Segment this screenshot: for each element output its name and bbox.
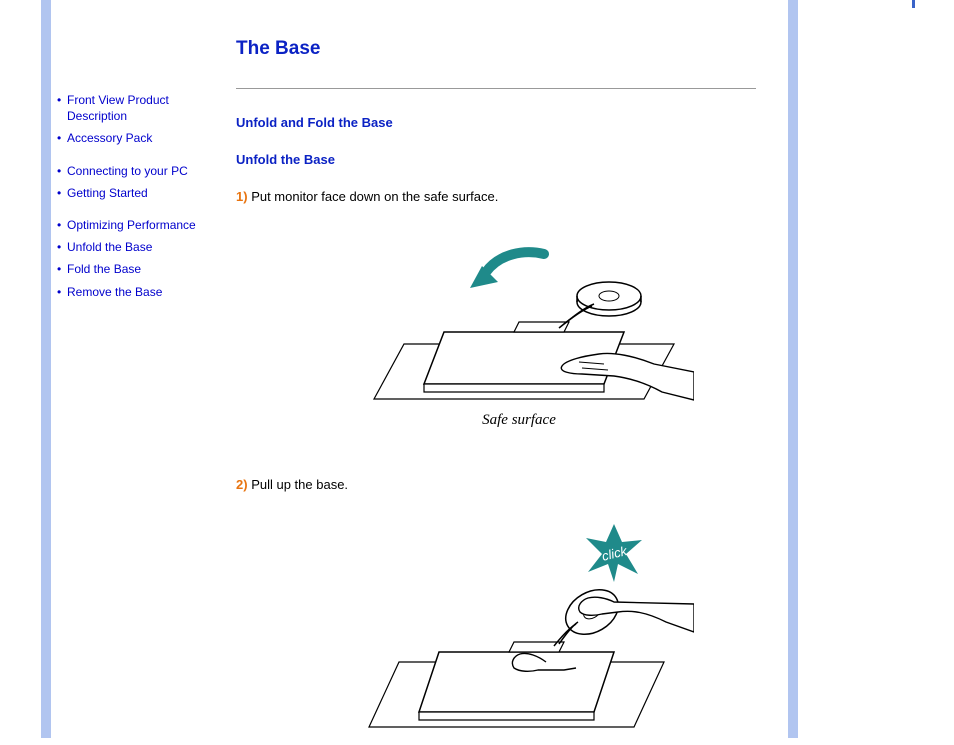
- step-2: 2) Pull up the base.: [236, 477, 771, 492]
- figure-1: Safe surface: [314, 224, 694, 437]
- bullet-icon: •: [55, 261, 67, 277]
- step-text: Put monitor face down on the safe surfac…: [251, 189, 498, 204]
- nav-item-optimizing-performance[interactable]: • Optimizing Performance: [55, 217, 223, 233]
- nav-group-1: • Front View Product Description • Acces…: [55, 92, 223, 147]
- step-text: Pull up the base.: [251, 477, 348, 492]
- nav-label: Optimizing Performance: [67, 217, 223, 233]
- horizontal-rule: [236, 88, 756, 89]
- nav-label: Connecting to your PC: [67, 163, 223, 179]
- nav-item-fold-base[interactable]: • Fold the Base: [55, 261, 223, 277]
- subsection-heading: Unfold the Base: [236, 152, 771, 167]
- bullet-icon: •: [55, 217, 67, 233]
- bullet-icon: •: [55, 163, 67, 179]
- nav-label: Unfold the Base: [67, 239, 223, 255]
- bullet-icon: •: [55, 284, 67, 300]
- nav-label: Accessory Pack: [67, 130, 223, 146]
- page-title: The Base: [236, 38, 771, 60]
- nav-item-connecting-pc[interactable]: • Connecting to your PC: [55, 163, 223, 179]
- nav-item-front-view[interactable]: • Front View Product Description: [55, 92, 223, 124]
- section-heading: Unfold and Fold the Base: [236, 115, 771, 130]
- nav-group-3: • Optimizing Performance • Unfold the Ba…: [55, 217, 223, 300]
- nav-group-2: • Connecting to your PC • Getting Starte…: [55, 163, 223, 201]
- figure-2: click: [314, 512, 694, 745]
- right-accent-bar: [788, 0, 798, 738]
- bullet-icon: •: [55, 130, 67, 146]
- main-content: The Base Unfold and Fold the Base Unfold…: [236, 38, 771, 745]
- monitor-face-down-illustration: Safe surface: [314, 224, 694, 434]
- nav-item-remove-base[interactable]: • Remove the Base: [55, 284, 223, 300]
- nav-label: Remove the Base: [67, 284, 223, 300]
- nav-item-unfold-base[interactable]: • Unfold the Base: [55, 239, 223, 255]
- nav-label: Getting Started: [67, 185, 223, 201]
- sidebar-nav: • Front View Product Description • Acces…: [55, 92, 223, 316]
- left-accent-bar: [41, 0, 51, 738]
- step-1: 1) Put monitor face down on the safe sur…: [236, 189, 771, 204]
- step-number: 2): [236, 477, 248, 492]
- step-number: 1): [236, 189, 248, 204]
- top-right-accent: [912, 0, 915, 8]
- nav-item-getting-started[interactable]: • Getting Started: [55, 185, 223, 201]
- nav-label: Fold the Base: [67, 261, 223, 277]
- bullet-icon: •: [55, 92, 67, 108]
- nav-label: Front View Product Description: [67, 92, 223, 124]
- bullet-icon: •: [55, 185, 67, 201]
- figure-1-caption: Safe surface: [482, 412, 556, 428]
- nav-item-accessory-pack[interactable]: • Accessory Pack: [55, 130, 223, 146]
- bullet-icon: •: [55, 239, 67, 255]
- pull-up-base-illustration: click: [314, 512, 694, 742]
